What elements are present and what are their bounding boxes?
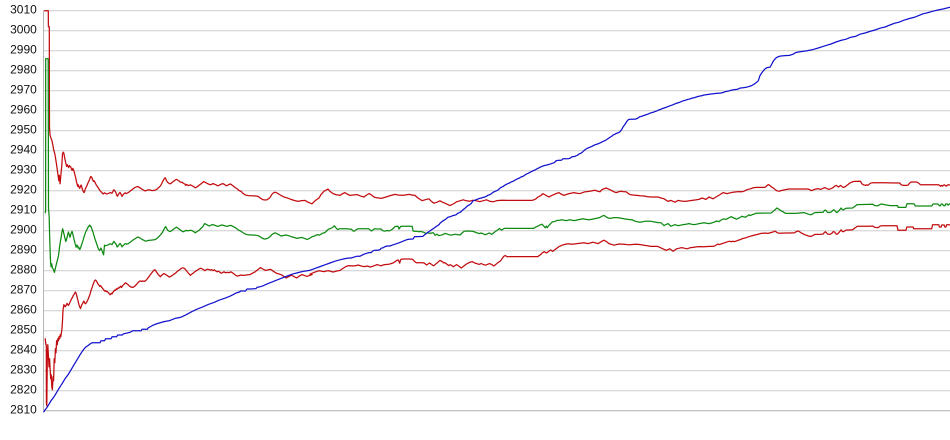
svg-text:2810: 2810 (10, 403, 37, 417)
svg-text:2860: 2860 (10, 303, 37, 317)
svg-text:2940: 2940 (10, 143, 37, 157)
svg-text:2920: 2920 (10, 183, 37, 197)
svg-text:2870: 2870 (10, 283, 37, 297)
svg-text:2950: 2950 (10, 123, 37, 137)
svg-text:2930: 2930 (10, 163, 37, 177)
svg-text:2880: 2880 (10, 263, 37, 277)
svg-text:2900: 2900 (10, 223, 37, 237)
svg-text:2840: 2840 (10, 343, 37, 357)
svg-text:2890: 2890 (10, 243, 37, 257)
svg-text:2970: 2970 (10, 83, 37, 97)
svg-text:2820: 2820 (10, 383, 37, 397)
svg-text:2990: 2990 (10, 43, 37, 57)
svg-text:3010: 3010 (10, 3, 37, 17)
svg-text:2830: 2830 (10, 363, 37, 377)
svg-text:2980: 2980 (10, 63, 37, 77)
svg-text:2960: 2960 (10, 103, 37, 117)
svg-text:2850: 2850 (10, 323, 37, 337)
svg-text:2910: 2910 (10, 203, 37, 217)
svg-text:3000: 3000 (10, 23, 37, 37)
